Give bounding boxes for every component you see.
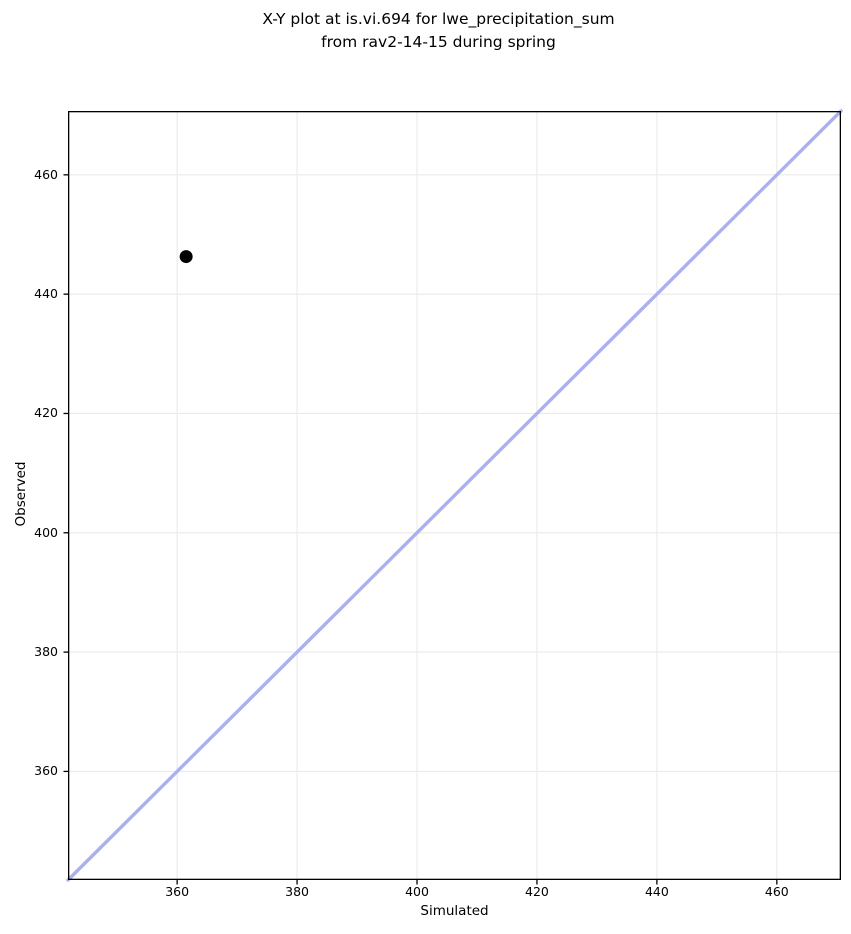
plot-canvas <box>63 109 843 885</box>
data-point <box>179 250 193 264</box>
x-tick-label: 400 <box>405 884 429 899</box>
identity-line <box>66 109 843 882</box>
y-tick-label: 380 <box>34 644 58 660</box>
y-tick-label: 360 <box>34 763 58 779</box>
plot-area <box>63 109 843 885</box>
axes-spines <box>67 110 842 881</box>
chart-title: X-Y plot at is.vi.694 for lwe_precipitat… <box>52 8 825 54</box>
y-tick-label: 420 <box>34 405 58 421</box>
y-axis-label: Observed <box>13 461 29 527</box>
y-tick-label: 460 <box>34 166 58 182</box>
x-tick-label: 440 <box>644 884 669 899</box>
y-tick-label: 400 <box>34 524 58 540</box>
x-tick-label: 420 <box>525 884 549 899</box>
chart-title-line1: X-Y plot at is.vi.694 for lwe_precipitat… <box>262 10 615 28</box>
x-tick-label: 360 <box>165 884 190 899</box>
x-tick-label: 380 <box>285 884 309 899</box>
x-tick-label: 460 <box>764 884 789 899</box>
y-tick-label: 440 <box>34 286 58 302</box>
chart-title-line2: from rav2-14-15 during spring <box>321 33 556 51</box>
x-axis-label: Simulated <box>420 903 489 919</box>
